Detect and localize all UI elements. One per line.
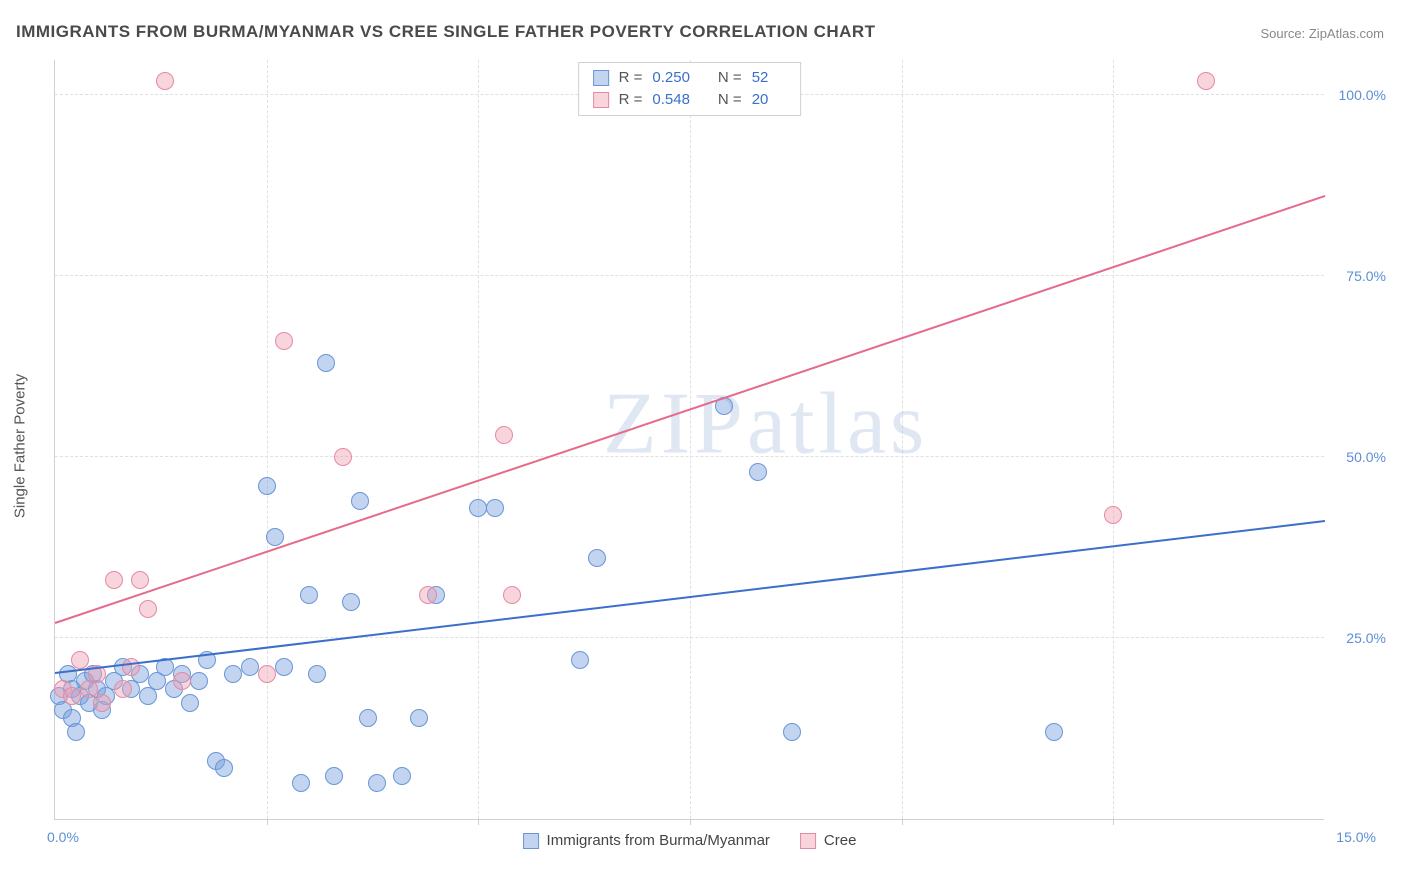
data-point (139, 600, 157, 618)
data-point (1104, 506, 1122, 524)
data-point (486, 499, 504, 517)
data-point (1197, 72, 1215, 90)
y-tick-label: 75.0% (1346, 268, 1386, 284)
r-label: R = (619, 89, 643, 111)
y-tick-label: 50.0% (1346, 449, 1386, 465)
data-point (275, 332, 293, 350)
data-point (241, 658, 259, 676)
data-point (300, 586, 318, 604)
data-point (325, 767, 343, 785)
x-tick-mark (902, 819, 903, 825)
data-point (503, 586, 521, 604)
legend-swatch (523, 833, 539, 849)
x-tick-mark (478, 819, 479, 825)
data-point (469, 499, 487, 517)
x-tick-mark (690, 819, 691, 825)
n-value: 52 (752, 67, 769, 89)
legend-series: Immigrants from Burma/Myanmar Cree (523, 832, 857, 849)
x-tick-label-left: 0.0% (47, 829, 79, 845)
data-point (359, 709, 377, 727)
data-point (571, 651, 589, 669)
data-point (783, 723, 801, 741)
legend-stats-row: R = 0.250 N = 52 (593, 67, 787, 89)
data-point (156, 72, 174, 90)
data-point (93, 694, 111, 712)
data-point (67, 723, 85, 741)
y-tick-label: 100.0% (1339, 87, 1386, 103)
data-point (224, 665, 242, 683)
gridline-vertical (690, 60, 691, 819)
watermark: ZIPatlas (603, 374, 928, 475)
data-point (749, 463, 767, 481)
legend-series-item: Immigrants from Burma/Myanmar (523, 832, 770, 849)
y-tick-label: 25.0% (1346, 630, 1386, 646)
data-point (105, 571, 123, 589)
gridline-vertical (478, 60, 479, 819)
x-tick-label-right: 15.0% (1336, 829, 1376, 845)
data-point (292, 774, 310, 792)
legend-series-label: Immigrants from Burma/Myanmar (547, 832, 770, 849)
data-point (495, 426, 513, 444)
data-point (258, 477, 276, 495)
data-point (588, 549, 606, 567)
data-point (1045, 723, 1063, 741)
data-point (173, 672, 191, 690)
data-point (266, 528, 284, 546)
data-point (393, 767, 411, 785)
gridline-vertical (267, 60, 268, 819)
r-value: 0.548 (652, 89, 690, 111)
y-axis-label: Single Father Poverty (12, 374, 29, 518)
data-point (419, 586, 437, 604)
data-point (368, 774, 386, 792)
data-point (181, 694, 199, 712)
data-point (334, 448, 352, 466)
n-label: N = (718, 89, 742, 111)
data-point (308, 665, 326, 683)
n-value: 20 (752, 89, 769, 111)
data-point (71, 651, 89, 669)
chart-container: IMMIGRANTS FROM BURMA/MYANMAR VS CREE SI… (0, 0, 1406, 892)
legend-series-label: Cree (824, 832, 857, 849)
data-point (190, 672, 208, 690)
data-point (351, 492, 369, 510)
data-point (410, 709, 428, 727)
plot-area: ZIPatlas R =0.250N =52R =0.548N =20 Immi… (54, 60, 1324, 820)
data-point (63, 687, 81, 705)
source-label: Source: ZipAtlas.com (1260, 26, 1384, 41)
legend-series-item: Cree (800, 832, 857, 849)
chart-title: IMMIGRANTS FROM BURMA/MYANMAR VS CREE SI… (16, 22, 876, 42)
legend-swatch (593, 92, 609, 108)
n-label: N = (718, 67, 742, 89)
legend-stats-row: R = 0.548 N = 20 (593, 89, 787, 111)
data-point (275, 658, 293, 676)
data-point (258, 665, 276, 683)
data-point (131, 571, 149, 589)
legend-stats: R = 0.250 N = 52 R = 0.548 N = 20 (578, 62, 802, 116)
x-tick-mark (1113, 819, 1114, 825)
data-point (122, 658, 140, 676)
legend-swatch (593, 70, 609, 86)
data-point (342, 593, 360, 611)
watermark-zip: ZIP (603, 376, 747, 473)
x-tick-mark (267, 819, 268, 825)
r-value: 0.250 (652, 67, 690, 89)
data-point (114, 680, 132, 698)
data-point (215, 759, 233, 777)
legend-swatch (800, 833, 816, 849)
r-label: R = (619, 67, 643, 89)
gridline-vertical (1113, 60, 1114, 819)
gridline-vertical (902, 60, 903, 819)
data-point (317, 354, 335, 372)
